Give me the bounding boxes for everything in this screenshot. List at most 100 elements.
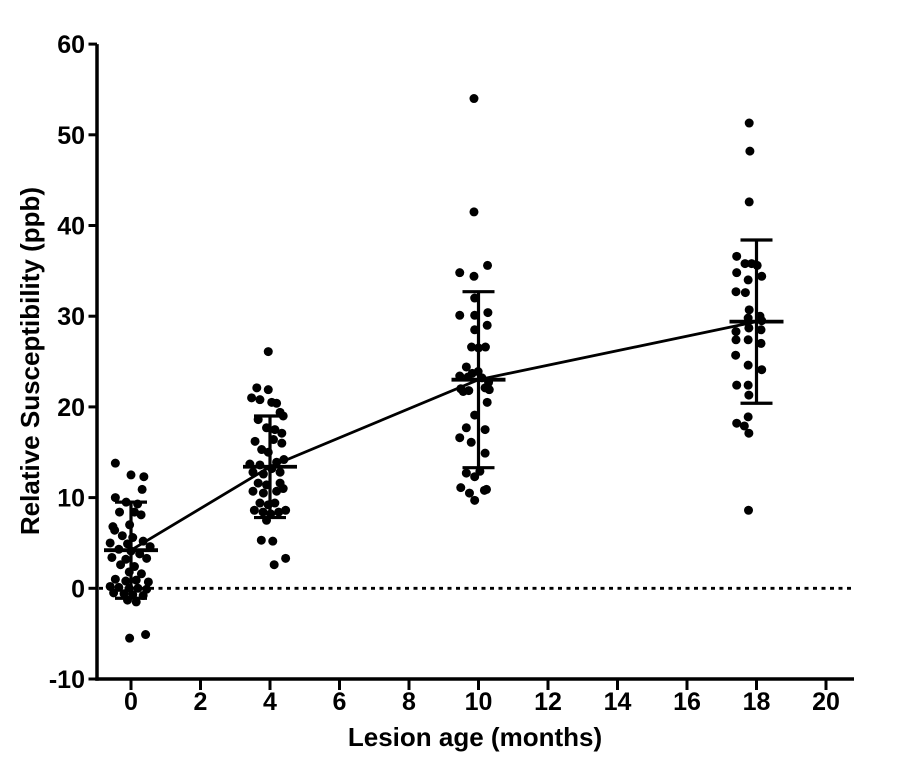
data-point <box>247 393 257 403</box>
data-point <box>732 418 742 428</box>
data-point <box>470 495 480 505</box>
data-point <box>756 338 766 348</box>
data-point <box>482 320 492 330</box>
data-point <box>461 362 471 372</box>
data-point <box>731 335 741 345</box>
y-axis-title: Relative Susceptibility (ppb) <box>15 186 45 536</box>
data-point <box>269 560 279 570</box>
data-point <box>126 470 136 480</box>
data-point <box>136 510 146 520</box>
data-point <box>270 425 280 435</box>
data-point <box>732 251 742 261</box>
data-point <box>744 390 754 400</box>
data-point <box>131 575 141 585</box>
data-point <box>258 469 268 479</box>
data-point <box>480 425 490 435</box>
data-point <box>483 308 493 318</box>
data-point <box>135 549 145 559</box>
data-point <box>743 275 753 285</box>
x-axis-title: Lesion age (months) <box>347 722 603 752</box>
data-point <box>258 488 268 498</box>
data-point <box>133 499 143 509</box>
data-point <box>469 94 479 104</box>
data-point <box>262 480 272 490</box>
data-point <box>470 325 480 335</box>
data-point <box>250 436 260 446</box>
data-point <box>281 553 291 563</box>
data-point <box>275 467 285 477</box>
data-point <box>126 546 136 556</box>
data-point <box>455 310 465 320</box>
data-point <box>124 567 134 577</box>
data-point <box>745 146 755 156</box>
data-point <box>256 535 266 545</box>
data-point <box>743 313 753 323</box>
data-point <box>752 260 762 270</box>
x-tick-label: 4 <box>263 688 277 716</box>
data-point <box>744 197 754 207</box>
data-point <box>279 455 289 465</box>
data-point <box>128 533 138 543</box>
data-point <box>744 118 754 128</box>
data-point <box>466 437 476 447</box>
data-point <box>142 553 152 563</box>
data-point <box>121 576 131 586</box>
x-tick-label: 2 <box>194 688 208 716</box>
data-point <box>136 569 146 579</box>
data-point <box>272 398 282 408</box>
data-point <box>757 316 767 326</box>
data-point <box>277 438 287 448</box>
data-point <box>731 287 741 297</box>
data-point <box>461 468 471 478</box>
y-tick-label: 30 <box>57 303 85 331</box>
data-point <box>461 423 471 433</box>
data-point <box>740 259 750 269</box>
data-point <box>463 372 473 382</box>
data-point <box>263 447 273 457</box>
data-point <box>744 428 754 438</box>
data-point <box>248 486 258 496</box>
data-point <box>249 505 259 515</box>
data-point <box>255 498 265 508</box>
data-point <box>110 458 120 468</box>
data-point <box>263 385 273 395</box>
data-point <box>469 207 479 217</box>
data-point <box>267 464 277 474</box>
y-tick-label: 40 <box>57 213 85 241</box>
data-point <box>268 435 278 445</box>
data-point <box>110 525 120 535</box>
x-tick-label: 20 <box>812 688 840 716</box>
data-point <box>121 497 131 507</box>
data-point <box>467 342 477 352</box>
data-point <box>141 630 151 640</box>
data-point <box>278 411 288 421</box>
data-point <box>109 588 119 598</box>
data-point <box>732 268 742 278</box>
x-tick-label: 16 <box>673 688 701 716</box>
data-point <box>744 305 754 315</box>
y-tick-label: 20 <box>57 394 85 422</box>
data-point <box>114 544 124 554</box>
data-point <box>477 373 487 383</box>
data-point <box>252 383 262 393</box>
data-point <box>281 505 291 515</box>
data-point <box>255 460 265 470</box>
data-point <box>480 342 490 352</box>
data-point <box>245 459 255 469</box>
data-point <box>470 310 480 320</box>
data-point <box>458 386 468 396</box>
y-tick-label: 50 <box>57 122 85 150</box>
data-point <box>266 509 276 519</box>
data-point <box>139 472 149 482</box>
data-point <box>116 560 126 570</box>
data-point <box>107 552 117 562</box>
data-point <box>480 448 490 458</box>
y-tick-label: -10 <box>49 666 85 694</box>
data-point <box>253 478 263 488</box>
data-point <box>125 633 135 643</box>
data-point <box>110 493 120 503</box>
data-point <box>255 395 265 405</box>
data-point <box>732 380 742 390</box>
